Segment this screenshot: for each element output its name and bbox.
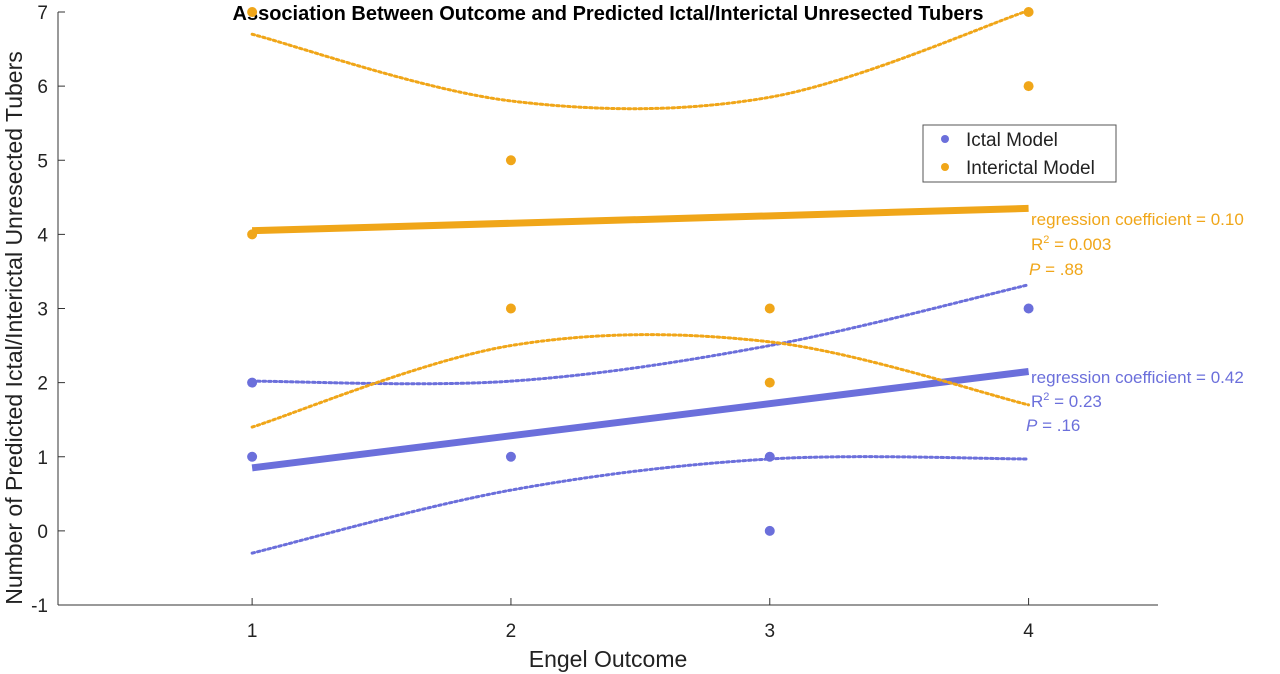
data-point-ictal-model xyxy=(247,451,258,462)
plot-area: -1 0 1 2 3 4 5 6 7 1 2 3 4 xyxy=(31,3,1158,642)
x-tick-label: 2 xyxy=(506,621,517,642)
regression-line-interictal-model xyxy=(252,204,1029,235)
annotation-interictal-coef: regression coefficient = 0.10 xyxy=(1031,210,1244,229)
x-ticks: 1 2 3 4 xyxy=(247,598,1034,642)
annotation-ictal: regression coefficient = 0.42 R2 = 0.23 … xyxy=(1026,368,1244,435)
regression-line-ictal-model xyxy=(251,368,1030,472)
ci-upper-line-interictal-model xyxy=(250,9,1031,111)
series-interictal-model xyxy=(247,7,1034,429)
annotation-ictal-coef: regression coefficient = 0.42 xyxy=(1031,368,1244,387)
annotation-ictal-p-value: = .16 xyxy=(1037,416,1080,435)
y-tick-label: 7 xyxy=(37,3,48,24)
data-point-interictal-model xyxy=(505,303,516,314)
data-point-ictal-model xyxy=(247,377,258,388)
annotation-ictal-r2-sup: 2 xyxy=(1043,391,1049,403)
annotation-interictal-p-value: = .88 xyxy=(1040,260,1083,279)
y-tick-label: 5 xyxy=(37,151,48,172)
data-point-ictal-model xyxy=(1023,303,1034,314)
data-point-interictal-model xyxy=(764,303,775,314)
annotation-ictal-r2-prefix: R xyxy=(1031,392,1043,411)
ci-lower-line-ictal-model xyxy=(250,455,1031,555)
legend-box xyxy=(922,124,1117,183)
data-point-interictal-model xyxy=(764,377,775,388)
annotation-interictal-p-letter: P xyxy=(1029,260,1041,279)
y-tick-label: -1 xyxy=(31,596,48,617)
annotation-ictal-r2: R2 = 0.23 xyxy=(1031,391,1102,411)
ci-lower-line-interictal-model xyxy=(250,333,1031,429)
data-point-interictal-model xyxy=(505,155,516,166)
chart-title: Association Between Outcome and Predicte… xyxy=(233,3,984,25)
y-ticks: -1 0 1 2 3 4 5 6 7 xyxy=(31,3,65,617)
data-point-interictal-model xyxy=(1023,81,1034,92)
annotation-ictal-p: P = .16 xyxy=(1026,416,1080,435)
annotation-interictal-r2-prefix: R xyxy=(1031,235,1043,254)
data-point-ictal-model xyxy=(764,525,775,536)
data-point-ictal-model xyxy=(764,451,775,462)
y-axis-label: Number of Predicted Ictal/Interictal Unr… xyxy=(1,51,27,605)
y-tick-label: 0 xyxy=(37,522,48,543)
annotation-interictal: regression coefficient = 0.10 R2 = 0.003… xyxy=(1029,210,1244,279)
x-axis-label: Engel Outcome xyxy=(529,646,688,672)
y-tick-label: 2 xyxy=(37,374,48,395)
x-tick-label: 1 xyxy=(247,621,258,642)
annotation-ictal-r2-value: = 0.23 xyxy=(1049,392,1101,411)
legend-marker-interictal xyxy=(941,163,949,171)
annotation-interictal-r2: R2 = 0.003 xyxy=(1031,234,1111,254)
x-tick-label: 4 xyxy=(1023,621,1034,642)
series-ictal-model xyxy=(247,283,1034,555)
y-tick-label: 4 xyxy=(37,225,48,246)
legend: Ictal Model Interictal Model xyxy=(922,124,1117,183)
annotation-ictal-p-letter: P xyxy=(1026,416,1038,435)
annotation-interictal-r2-sup: 2 xyxy=(1043,234,1049,246)
data-point-interictal-model xyxy=(247,7,258,17)
annotation-interictal-p: P = .88 xyxy=(1029,260,1083,279)
data-point-interictal-model xyxy=(247,229,258,240)
series-layer xyxy=(247,7,1034,555)
ci-upper-line-ictal-model xyxy=(250,283,1031,386)
data-point-interictal-model xyxy=(1023,7,1034,17)
y-tick-label: 6 xyxy=(37,77,48,98)
legend-label-interictal: Interictal Model xyxy=(966,158,1095,179)
legend-marker-ictal xyxy=(941,135,949,143)
x-tick-label: 3 xyxy=(764,621,775,642)
y-tick-label: 3 xyxy=(37,300,48,321)
y-tick-label: 1 xyxy=(37,448,48,469)
data-point-ictal-model xyxy=(505,451,516,462)
annotation-interictal-r2-value: = 0.003 xyxy=(1049,235,1111,254)
legend-label-ictal: Ictal Model xyxy=(966,130,1058,151)
